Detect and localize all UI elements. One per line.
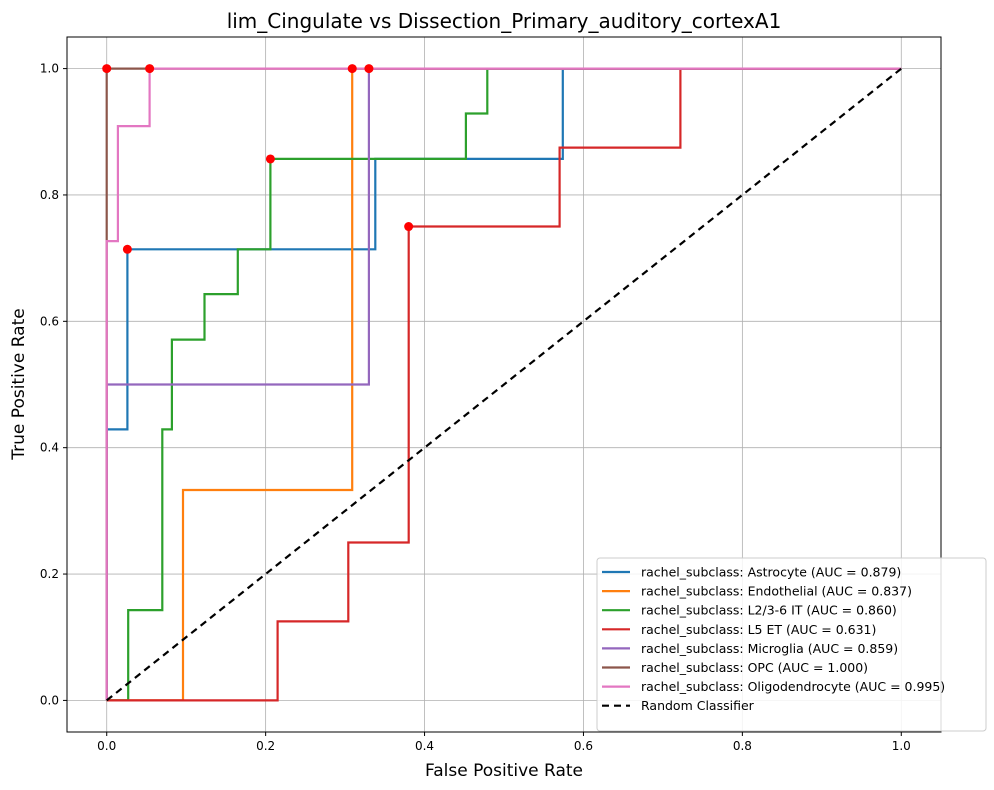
threshold-point-4 <box>364 64 374 74</box>
series-line-3 <box>106 67 902 702</box>
threshold-point-3 <box>404 222 414 232</box>
y-tick-label: 1.0 <box>40 62 59 76</box>
threshold-point-1 <box>347 64 357 74</box>
legend-label: rachel_subclass: L2/3-6 IT (AUC = 0.860) <box>641 603 897 618</box>
legend-label: rachel_subclass: OPC (AUC = 1.000) <box>641 660 868 675</box>
legend: rachel_subclass: Astrocyte (AUC = 0.879)… <box>596 557 987 732</box>
threshold-point-2 <box>265 154 275 164</box>
legend-box <box>596 557 987 732</box>
chart-title: lim_Cingulate vs Dissection_Primary_audi… <box>227 9 782 33</box>
x-tick-label: 0.4 <box>415 739 434 753</box>
series-line-7 <box>106 67 902 702</box>
marker-layer <box>102 64 414 254</box>
series-line-0 <box>105 67 902 701</box>
threshold-point-6 <box>145 64 155 74</box>
x-axis-label: False Positive Rate <box>425 761 583 781</box>
legend-label: rachel_subclass: L5 ET (AUC = 0.631) <box>641 622 876 637</box>
legend-label: rachel_subclass: Astrocyte (AUC = 0.879) <box>641 565 901 580</box>
ticks: 0.0 0.2 0.4 0.6 0.8 1.0 0.0 0.2 0.4 0.6 0.8 1.0 <box>40 62 911 753</box>
threshold-point-0 <box>122 244 132 254</box>
x-tick-label: 0.8 <box>733 739 752 753</box>
plot-frame <box>66 36 942 733</box>
threshold-point-5 <box>102 64 112 74</box>
y-tick-label: 0.4 <box>40 441 59 455</box>
x-tick-label: 1.0 <box>892 739 911 753</box>
legend-label: rachel_subclass: Microglia (AUC = 0.859) <box>641 641 898 656</box>
x-tick-label: 0.2 <box>256 739 275 753</box>
y-tick-label: 0.8 <box>40 188 59 202</box>
series-line-2 <box>106 67 902 702</box>
y-tick-label: 0.0 <box>40 693 59 707</box>
legend-label: Random Classifier <box>641 698 755 713</box>
x-tick-label: 0.0 <box>97 739 116 753</box>
y-tick-label: 0.6 <box>40 314 59 328</box>
y-axis-label: True Positive Rate <box>9 308 29 460</box>
legend-label: rachel_subclass: Endothelial (AUC = 0.83… <box>641 584 912 599</box>
y-tick-label: 0.2 <box>40 567 59 581</box>
x-tick-label: 0.6 <box>574 739 593 753</box>
series-layer <box>105 67 902 702</box>
legend-label: rachel_subclass: Oligodendrocyte (AUC = … <box>641 679 945 694</box>
